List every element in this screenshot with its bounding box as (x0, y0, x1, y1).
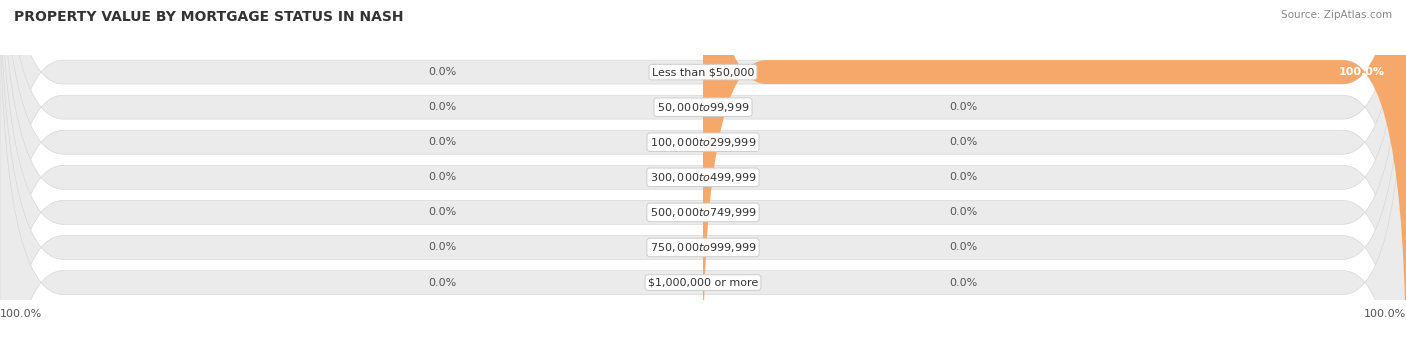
Text: Less than $50,000: Less than $50,000 (652, 67, 754, 77)
Text: 100.0%: 100.0% (0, 309, 42, 319)
Text: $1,000,000 or more: $1,000,000 or more (648, 278, 758, 287)
Text: $100,000 to $299,999: $100,000 to $299,999 (650, 136, 756, 149)
Text: PROPERTY VALUE BY MORTGAGE STATUS IN NASH: PROPERTY VALUE BY MORTGAGE STATUS IN NAS… (14, 10, 404, 24)
Text: 0.0%: 0.0% (429, 242, 457, 252)
Text: $500,000 to $749,999: $500,000 to $749,999 (650, 206, 756, 219)
Text: 0.0%: 0.0% (949, 102, 977, 112)
Text: $750,000 to $999,999: $750,000 to $999,999 (650, 241, 756, 254)
Text: 0.0%: 0.0% (949, 207, 977, 218)
Text: 0.0%: 0.0% (949, 172, 977, 182)
Text: 0.0%: 0.0% (429, 137, 457, 147)
FancyBboxPatch shape (703, 0, 1406, 341)
Text: 0.0%: 0.0% (429, 102, 457, 112)
Text: 0.0%: 0.0% (949, 278, 977, 287)
Text: 0.0%: 0.0% (429, 172, 457, 182)
Text: $50,000 to $99,999: $50,000 to $99,999 (657, 101, 749, 114)
Text: 0.0%: 0.0% (949, 137, 977, 147)
Text: 0.0%: 0.0% (429, 278, 457, 287)
Text: 100.0%: 100.0% (1339, 67, 1385, 77)
Text: 0.0%: 0.0% (949, 242, 977, 252)
Text: 0.0%: 0.0% (429, 207, 457, 218)
Text: $300,000 to $499,999: $300,000 to $499,999 (650, 171, 756, 184)
Text: 0.0%: 0.0% (429, 67, 457, 77)
Text: Source: ZipAtlas.com: Source: ZipAtlas.com (1281, 10, 1392, 20)
Text: 100.0%: 100.0% (1364, 309, 1406, 319)
